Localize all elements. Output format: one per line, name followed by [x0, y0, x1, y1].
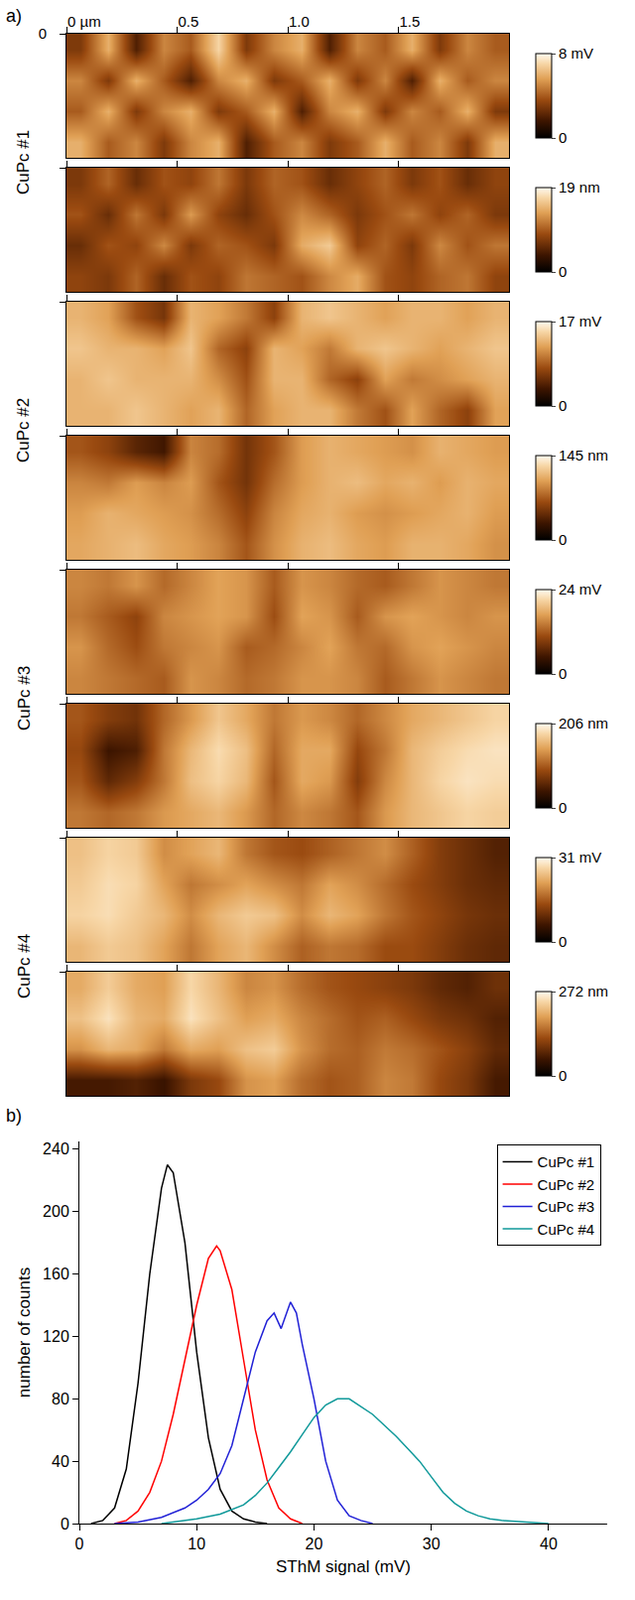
- svg-text:19 nm: 19 nm: [558, 178, 601, 196]
- svg-text:80: 80: [51, 1390, 70, 1407]
- svg-text:0: 0: [558, 128, 567, 146]
- svg-text:0: 0: [558, 798, 567, 816]
- svg-text:0.5: 0.5: [178, 12, 200, 30]
- svg-text:0: 0: [558, 1066, 567, 1084]
- svg-text:145 nm: 145 nm: [558, 446, 609, 464]
- svg-text:0: 0: [558, 530, 567, 548]
- svg-text:1.5: 1.5: [399, 12, 421, 30]
- svg-text:160: 160: [42, 1265, 70, 1282]
- svg-text:0: 0: [38, 24, 47, 42]
- svg-text:CuPc #4: CuPc #4: [537, 1220, 596, 1238]
- svg-text:206 nm: 206 nm: [558, 714, 609, 732]
- svg-text:CuPc #3: CuPc #3: [14, 665, 34, 731]
- svg-text:17 mV: 17 mV: [558, 312, 602, 330]
- svg-text:0: 0: [558, 932, 567, 950]
- svg-text:b): b): [5, 1105, 22, 1126]
- svg-text:0 µm: 0 µm: [67, 12, 102, 30]
- svg-text:31 mV: 31 mV: [558, 848, 602, 866]
- svg-text:40: 40: [51, 1452, 70, 1470]
- svg-text:240: 240: [42, 1140, 70, 1157]
- svg-text:40: 40: [539, 1534, 558, 1552]
- svg-text:0: 0: [558, 262, 567, 280]
- svg-text:200: 200: [42, 1202, 70, 1220]
- svg-text:272 nm: 272 nm: [558, 982, 609, 1000]
- svg-text:8 mV: 8 mV: [558, 44, 594, 62]
- svg-text:CuPc #1: CuPc #1: [13, 129, 33, 195]
- svg-text:0: 0: [60, 1515, 70, 1532]
- svg-text:10: 10: [187, 1534, 206, 1552]
- svg-text:number of counts: number of counts: [14, 1267, 34, 1397]
- svg-text:SThM signal (mV): SThM signal (mV): [275, 1556, 411, 1576]
- svg-text:CuPc #4: CuPc #4: [14, 933, 34, 999]
- svg-text:0: 0: [75, 1534, 85, 1552]
- svg-text:CuPc #3: CuPc #3: [537, 1197, 596, 1215]
- svg-text:120: 120: [42, 1327, 70, 1345]
- svg-text:CuPc #2: CuPc #2: [13, 397, 33, 463]
- svg-text:a): a): [5, 5, 22, 26]
- svg-text:CuPc #2: CuPc #2: [537, 1175, 596, 1193]
- svg-text:CuPc #1: CuPc #1: [537, 1152, 596, 1170]
- svg-text:20: 20: [305, 1534, 324, 1552]
- svg-text:30: 30: [422, 1534, 441, 1552]
- svg-text:0: 0: [558, 664, 567, 682]
- svg-text:1.0: 1.0: [288, 12, 310, 30]
- svg-text:24 mV: 24 mV: [558, 580, 602, 598]
- svg-text:0: 0: [558, 396, 567, 414]
